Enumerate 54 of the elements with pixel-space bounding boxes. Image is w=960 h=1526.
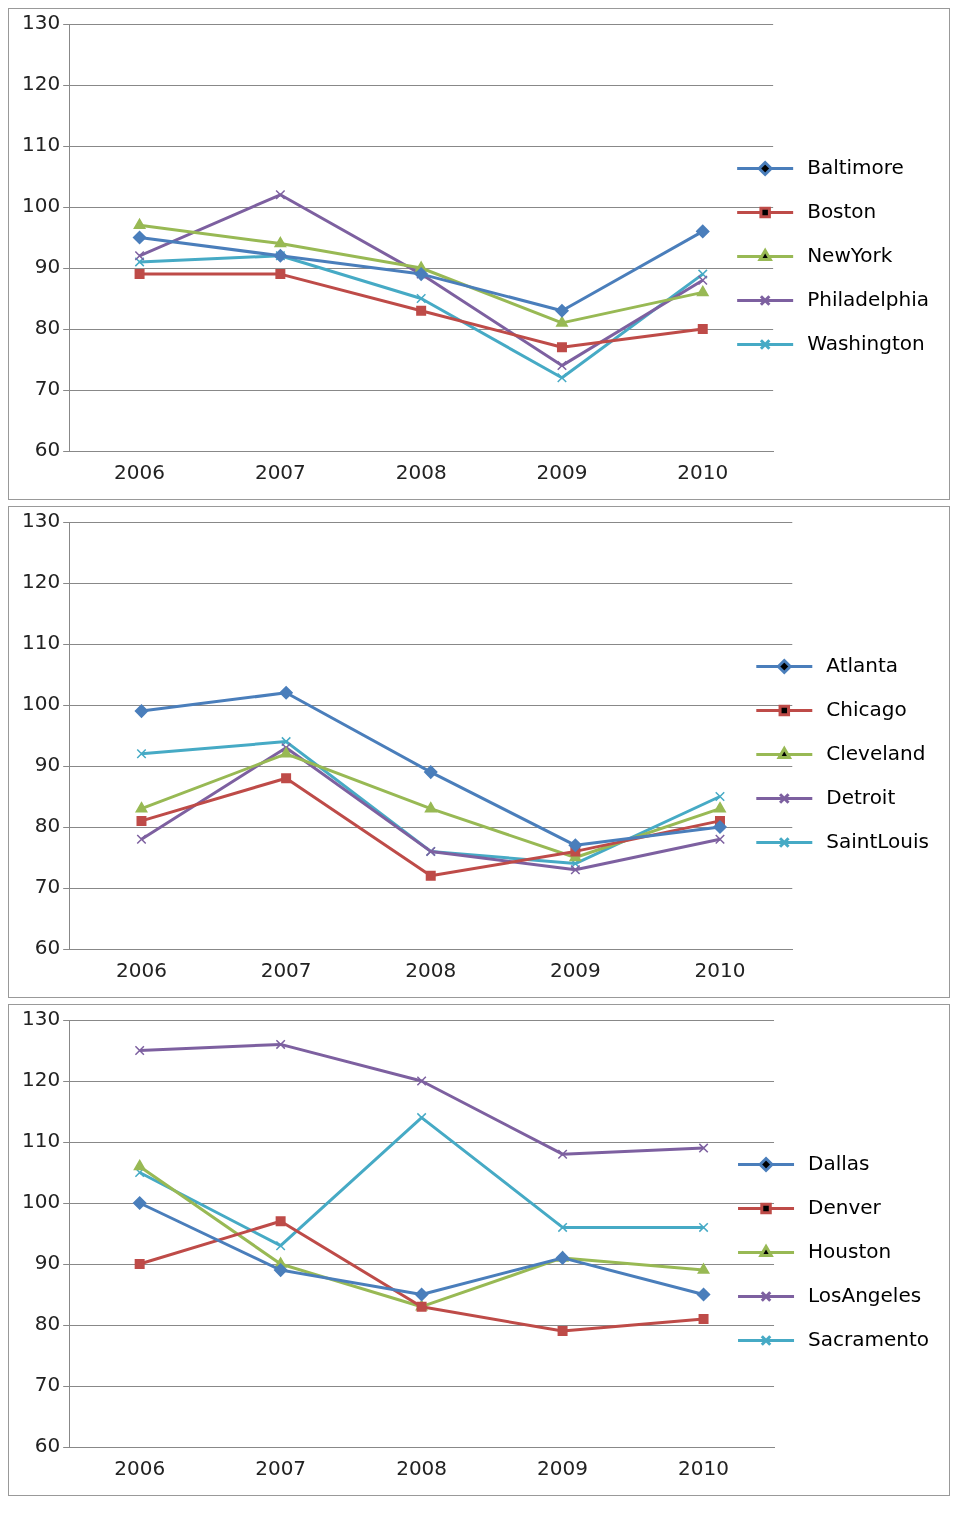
- legend-label: Detroit: [826, 784, 896, 809]
- legend-label: Cleveland: [826, 740, 926, 765]
- legend-label: Boston: [807, 198, 877, 223]
- legend-label: Sacramento: [808, 1326, 929, 1351]
- x-tick-label: 2006: [114, 460, 166, 485]
- y-tick-label: 120: [21, 71, 61, 96]
- x-tick-label: 2010: [678, 1456, 729, 1481]
- legend-label: NewYork: [807, 242, 893, 267]
- y-tick-label: 90: [34, 1250, 61, 1275]
- y-tick-label: 80: [34, 315, 61, 340]
- x-tick-label: 2007: [260, 958, 312, 983]
- y-tick-label: 60: [34, 437, 61, 462]
- x-tick-label: 2007: [254, 460, 306, 485]
- y-tick-label: 80: [34, 813, 61, 838]
- legend-label: Washington: [807, 330, 925, 355]
- y-tick-label: 120: [21, 1067, 61, 1092]
- legend-label: Chicago: [826, 696, 907, 721]
- x-tick-label: 2008: [395, 460, 447, 485]
- x-tick-label: 2010: [694, 958, 746, 983]
- x-tick-label: 2006: [116, 958, 167, 983]
- y-tick-label: 110: [21, 1128, 61, 1153]
- legend-label: Denver: [808, 1194, 882, 1219]
- y-tick-label: 60: [34, 1433, 61, 1458]
- legend-label: Dallas: [808, 1150, 870, 1175]
- legend-label: LosAngeles: [808, 1282, 922, 1307]
- x-tick-label: 2006: [114, 1456, 166, 1481]
- x-tick-label: 2008: [396, 1456, 448, 1481]
- x-tick-label: 2009: [536, 460, 588, 485]
- y-tick-label: 100: [21, 691, 61, 716]
- legend-label: Atlanta: [826, 652, 899, 677]
- y-tick-label: 70: [34, 376, 61, 401]
- y-tick-label: 130: [21, 508, 61, 533]
- legend-label: Baltimore: [807, 154, 904, 179]
- legend-label: Philadelphia: [807, 286, 930, 311]
- y-tick-label: 90: [34, 752, 61, 777]
- y-tick-label: 130: [21, 1006, 61, 1031]
- y-tick-label: 130: [21, 10, 61, 35]
- x-tick-label: 2007: [255, 1456, 307, 1481]
- y-tick-label: 70: [34, 874, 61, 899]
- y-tick-label: 80: [34, 1311, 61, 1336]
- y-tick-label: 90: [34, 254, 61, 279]
- legend-label: SaintLouis: [826, 828, 930, 853]
- y-tick-label: 110: [21, 132, 61, 157]
- y-tick-label: 100: [21, 1189, 61, 1214]
- y-tick-label: 100: [21, 193, 61, 218]
- y-tick-label: 120: [21, 569, 61, 594]
- y-tick-label: 110: [21, 630, 61, 655]
- y-tick-label: 70: [34, 1372, 61, 1397]
- y-tick-label: 60: [34, 935, 61, 960]
- x-tick-label: 2009: [549, 958, 601, 983]
- legend-label: Houston: [808, 1238, 892, 1263]
- x-tick-label: 2008: [405, 958, 457, 983]
- x-tick-label: 2009: [537, 1456, 589, 1481]
- x-tick-label: 2010: [677, 460, 729, 485]
